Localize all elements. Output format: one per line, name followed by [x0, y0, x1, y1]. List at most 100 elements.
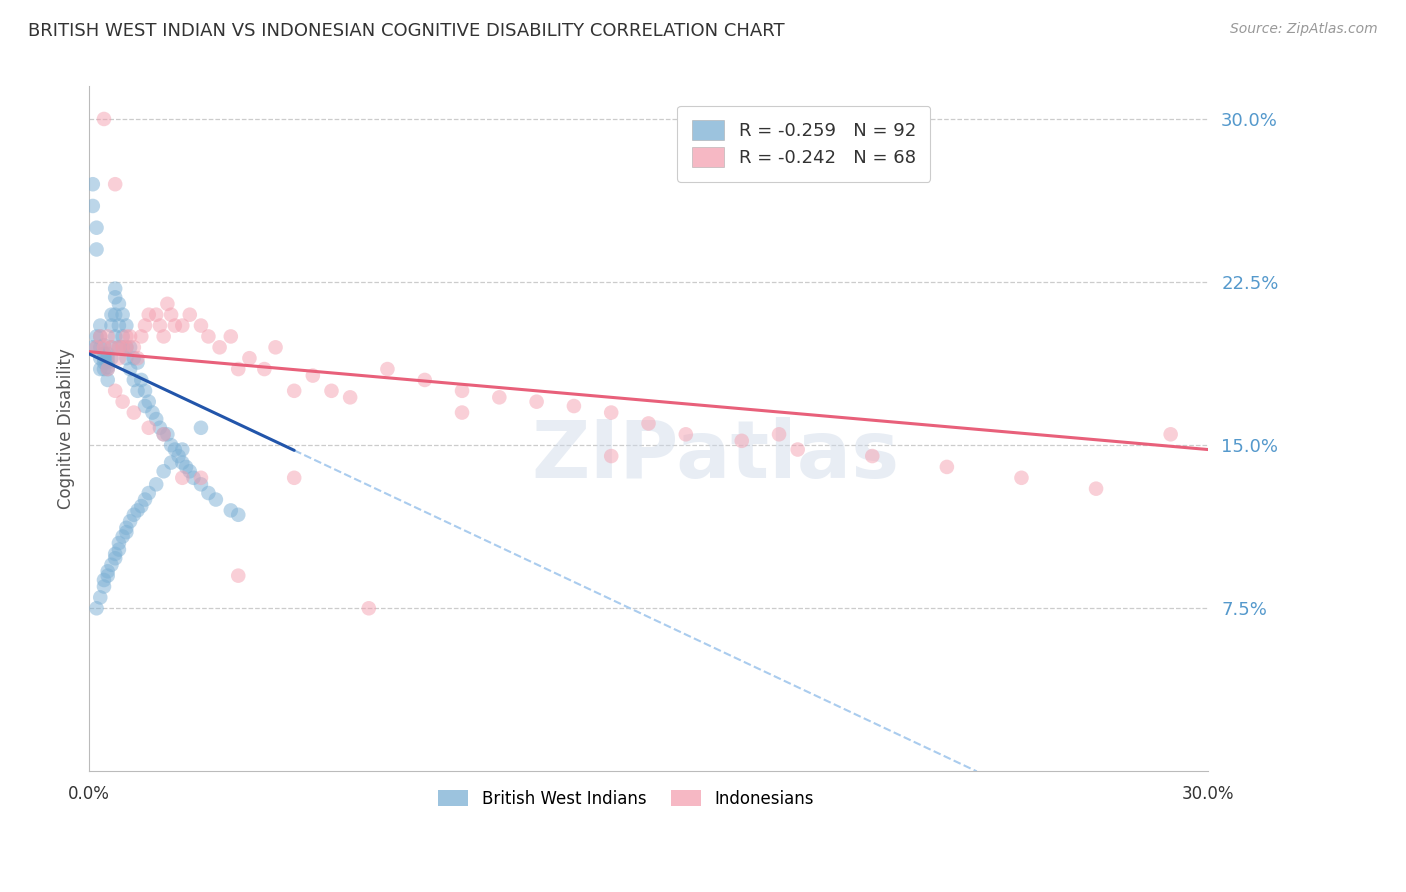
Point [768, 427, 790, 442]
Point [108, 340, 131, 354]
Point [93, 573, 115, 587]
Text: ZIPatlas: ZIPatlas [531, 417, 900, 495]
Point [179, 464, 201, 478]
Point [93, 580, 115, 594]
Point [120, 362, 142, 376]
Point [111, 340, 134, 354]
Point [167, 449, 190, 463]
Point [860, 449, 883, 463]
Point [104, 178, 127, 192]
Point [145, 412, 167, 426]
Point [190, 421, 212, 435]
Point [97, 373, 120, 387]
Point [219, 329, 242, 343]
Point [152, 329, 174, 343]
Point [226, 568, 249, 582]
Point [129, 499, 152, 513]
Point [104, 547, 127, 561]
Point [451, 384, 474, 398]
Point [93, 112, 115, 126]
Point [97, 362, 120, 376]
Point [264, 340, 287, 354]
Point [174, 459, 197, 474]
Point [172, 456, 194, 470]
Point [413, 373, 436, 387]
Point [104, 308, 127, 322]
Point [935, 459, 957, 474]
Point [238, 351, 260, 366]
Point [138, 308, 160, 322]
Point [97, 351, 120, 366]
Point [108, 297, 131, 311]
Point [1011, 471, 1033, 485]
Point [100, 558, 122, 572]
Point [160, 438, 183, 452]
Point [93, 340, 115, 354]
Point [111, 308, 134, 322]
Point [149, 318, 172, 333]
Point [302, 368, 325, 383]
Point [120, 329, 142, 343]
Point [93, 362, 115, 376]
Point [86, 220, 108, 235]
Point [138, 421, 160, 435]
Point [190, 471, 212, 485]
Point [637, 417, 659, 431]
Point [156, 297, 179, 311]
Point [1085, 482, 1108, 496]
Point [100, 318, 122, 333]
Point [122, 508, 145, 522]
Point [108, 318, 131, 333]
Point [89, 362, 111, 376]
Point [82, 340, 104, 354]
Point [600, 406, 623, 420]
Point [786, 442, 808, 457]
Point [93, 338, 115, 352]
Point [120, 340, 142, 354]
Point [115, 521, 138, 535]
Point [86, 340, 108, 354]
Point [127, 384, 149, 398]
Point [89, 591, 111, 605]
Point [145, 308, 167, 322]
Point [111, 394, 134, 409]
Point [111, 529, 134, 543]
Point [97, 359, 120, 374]
Point [205, 492, 228, 507]
Point [93, 347, 115, 361]
Point [86, 243, 108, 257]
Point [89, 329, 111, 343]
Point [97, 355, 120, 369]
Point [115, 351, 138, 366]
Point [108, 536, 131, 550]
Point [172, 442, 194, 457]
Point [86, 340, 108, 354]
Text: BRITISH WEST INDIAN VS INDONESIAN COGNITIVE DISABILITY CORRELATION CHART: BRITISH WEST INDIAN VS INDONESIAN COGNIT… [28, 22, 785, 40]
Point [122, 351, 145, 366]
Point [115, 329, 138, 343]
Point [122, 406, 145, 420]
Point [89, 318, 111, 333]
Point [526, 394, 548, 409]
Point [122, 340, 145, 354]
Point [100, 340, 122, 354]
Point [172, 471, 194, 485]
Point [93, 355, 115, 369]
Point [104, 290, 127, 304]
Point [86, 601, 108, 615]
Point [1160, 427, 1182, 442]
Point [163, 318, 186, 333]
Point [253, 362, 276, 376]
Point [93, 351, 115, 366]
Point [89, 329, 111, 343]
Point [226, 508, 249, 522]
Point [138, 394, 160, 409]
Point [127, 355, 149, 369]
Point [377, 362, 399, 376]
Point [129, 373, 152, 387]
Point [100, 308, 122, 322]
Point [163, 442, 186, 457]
Point [160, 456, 183, 470]
Point [197, 329, 219, 343]
Point [451, 406, 474, 420]
